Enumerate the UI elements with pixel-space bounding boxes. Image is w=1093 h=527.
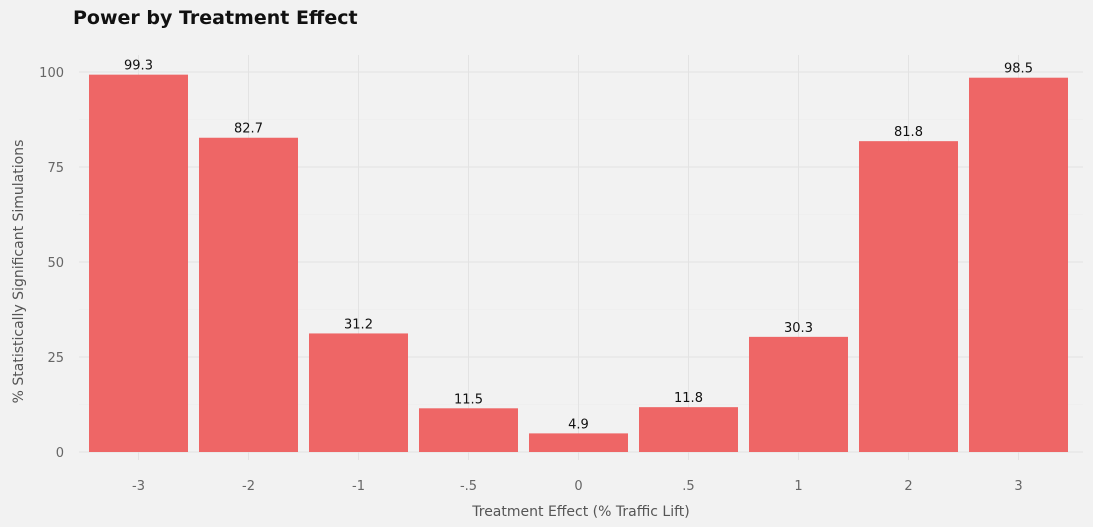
bar--.5 [419, 408, 518, 452]
x-tick-label: -1 [352, 479, 365, 494]
x-tick-label: 3 [1014, 479, 1022, 494]
bar-0 [529, 433, 628, 452]
y-tick-label: 50 [47, 256, 64, 271]
x-tick-label: 1 [794, 479, 802, 494]
x-tick-label: -.5 [460, 479, 477, 494]
data-label: 98.5 [1004, 62, 1033, 77]
y-axis-ticks: 0 25 50 75 100 [39, 66, 64, 461]
chart-title: Power by Treatment Effect [73, 7, 358, 29]
bar-.5 [639, 407, 738, 452]
bars [89, 74, 1068, 453]
x-tick-label: -2 [242, 479, 255, 494]
data-label: 81.8 [894, 125, 923, 140]
bar--3 [89, 74, 188, 452]
y-axis-title: % Statistically Significant Simulations [11, 140, 27, 404]
bar--2 [199, 137, 298, 453]
bar-2 [859, 141, 958, 452]
data-label: 11.5 [454, 392, 483, 407]
bar-1 [749, 336, 848, 452]
bar-3 [969, 77, 1068, 452]
x-axis-ticks: -3 -2 -1 -.5 0 .5 1 2 3 [132, 479, 1023, 494]
data-label: 31.2 [344, 317, 373, 332]
data-label: 82.7 [234, 122, 263, 137]
x-axis-title: Treatment Effect (% Traffic Lift) [471, 504, 689, 520]
data-label: 4.9 [568, 417, 589, 432]
x-tick-label: .5 [682, 479, 694, 494]
data-label: 30.3 [784, 321, 813, 336]
data-labels: 99.3 82.7 31.2 11.5 4.9 11.8 30.3 81.8 98.5 [124, 59, 1033, 433]
y-tick-label: 75 [47, 161, 64, 176]
data-label: 99.3 [124, 59, 153, 74]
x-tick-label: 0 [574, 479, 582, 494]
y-tick-label: 0 [56, 446, 64, 461]
y-tick-label: 25 [47, 351, 64, 366]
bar--1 [309, 333, 408, 452]
data-label: 11.8 [674, 391, 703, 406]
x-tick-label: -3 [132, 479, 145, 494]
y-tick-label: 100 [39, 66, 64, 81]
x-tick-label: 2 [904, 479, 912, 494]
